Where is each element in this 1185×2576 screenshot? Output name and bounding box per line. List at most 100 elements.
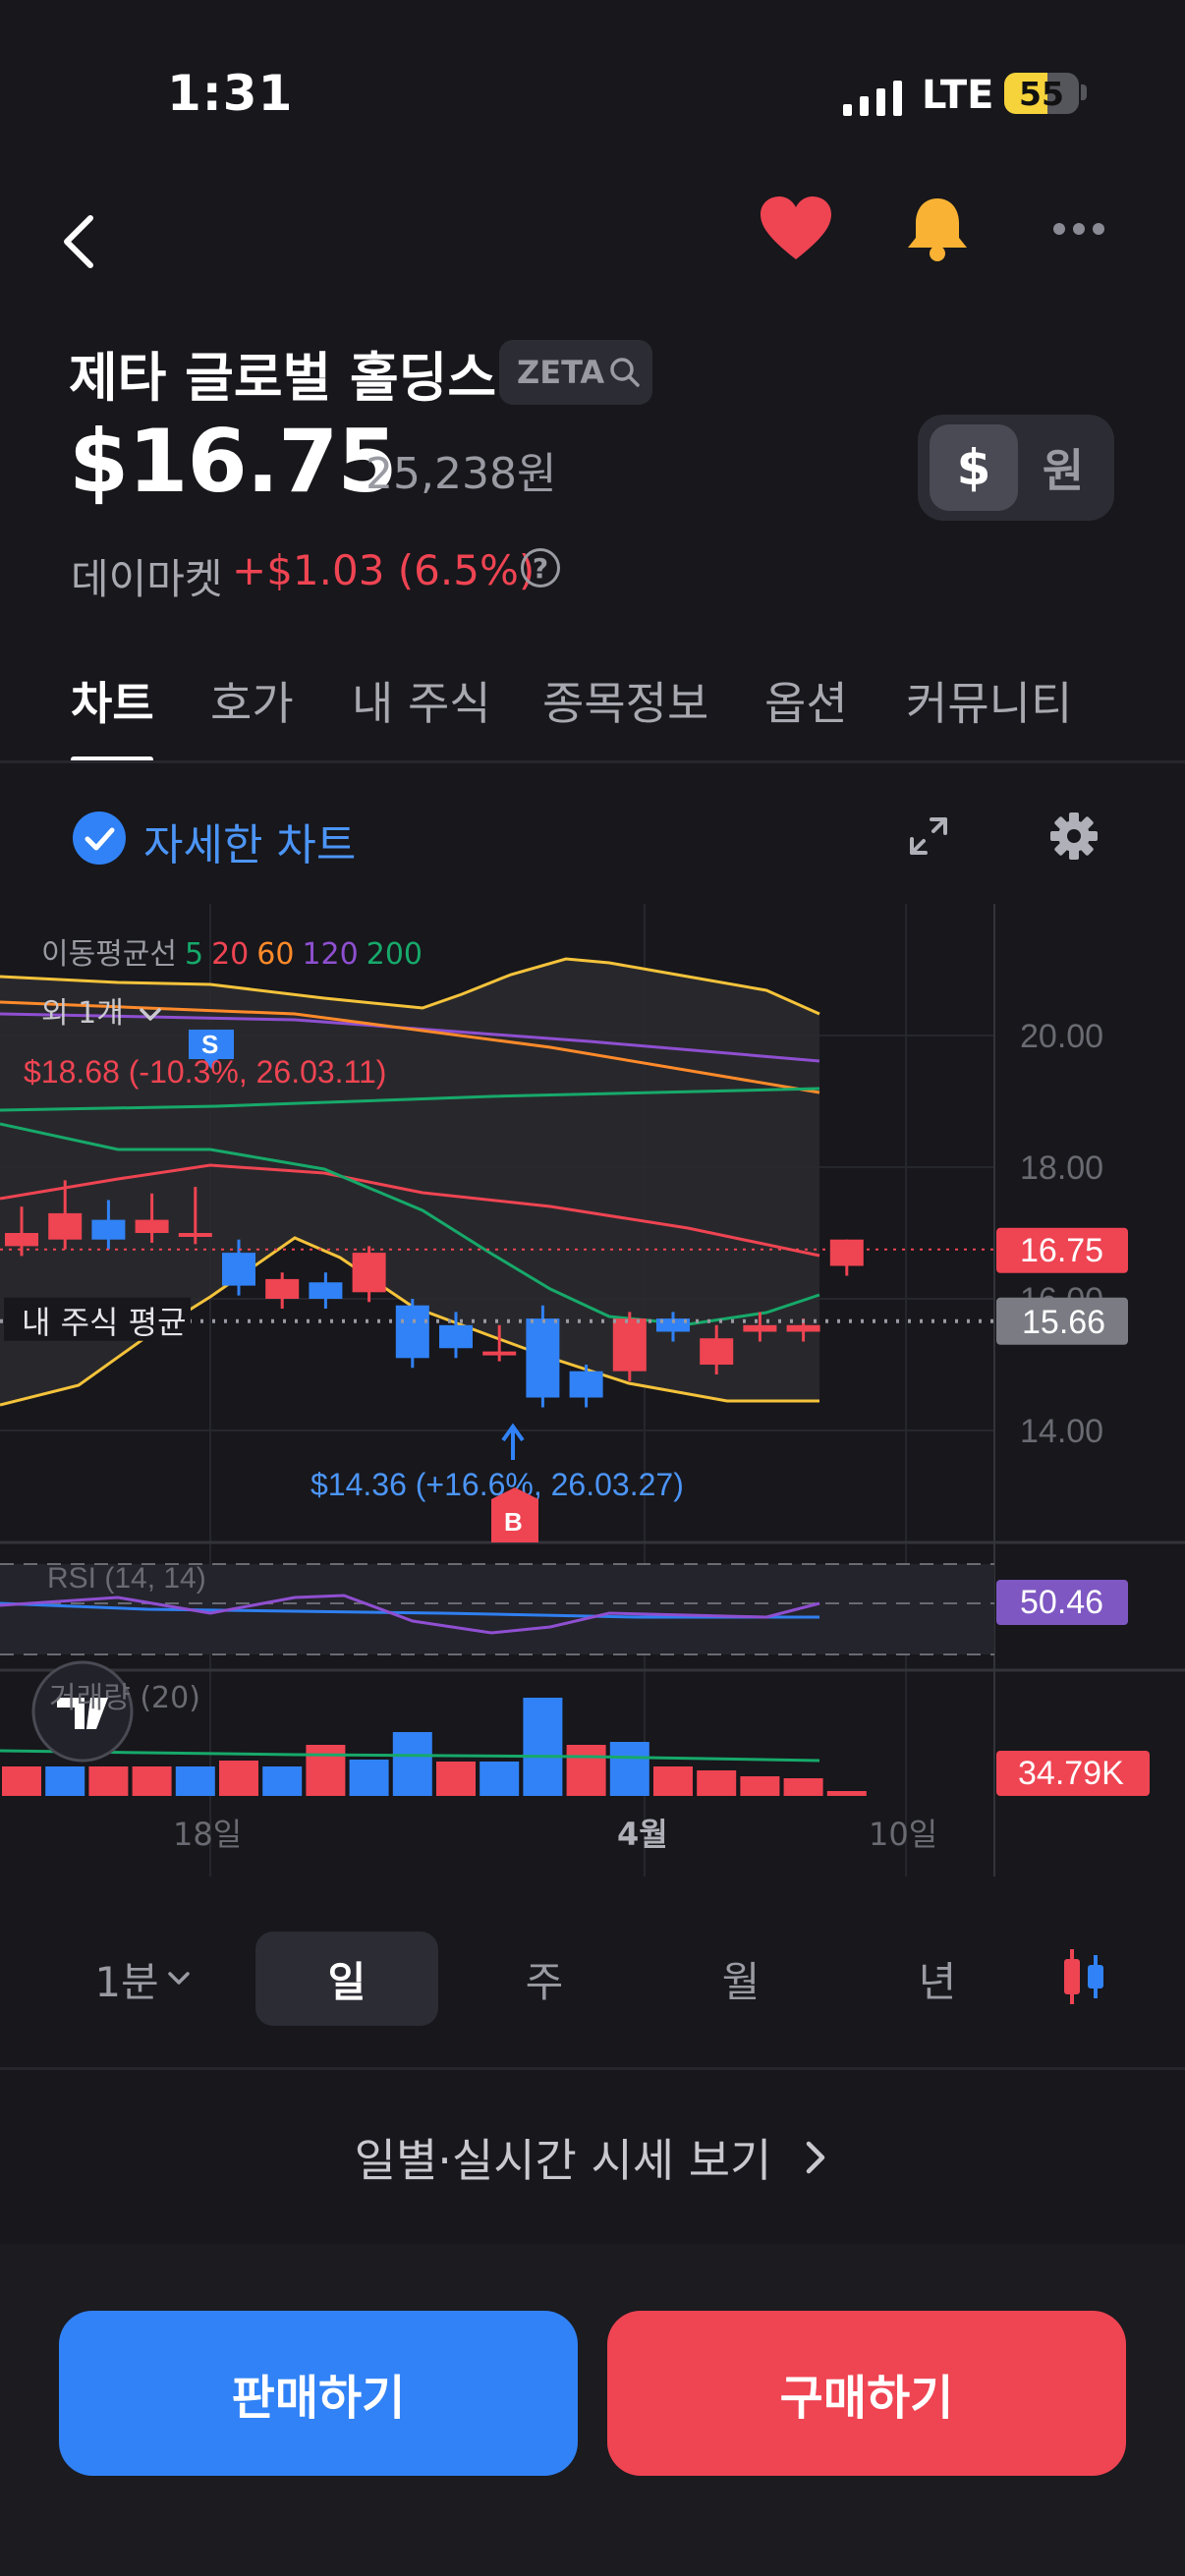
tab-stock-info[interactable]: 종목정보 [542, 677, 709, 730]
check-icon [85, 827, 115, 851]
buy-button[interactable]: 구매하기 [607, 2311, 1126, 2476]
avg-price-tag [996, 1297, 1128, 1345]
search-icon [610, 358, 640, 387]
daily-realtime-link[interactable]: 일별·실시간 시세 보기 [0, 2071, 1185, 2244]
detail-chart-label[interactable]: 자세한 차트 [143, 820, 357, 870]
candle-body [612, 1318, 647, 1372]
heart-icon[interactable] [759, 195, 833, 263]
period-month[interactable]: 월 [721, 1957, 761, 2006]
x-tick-label: 18일 [173, 1816, 242, 1853]
currency-krw-button[interactable]: 원 [1042, 444, 1085, 497]
detail-chart-checkbox[interactable] [73, 812, 126, 865]
candle-body [352, 1253, 386, 1293]
period-day[interactable]: 일 [255, 1932, 438, 2026]
ticker-label: ZETA [517, 354, 605, 391]
avg-price-label: 내 주식 평균 [22, 1304, 187, 1341]
volume-value: 34.79K [1018, 1755, 1124, 1792]
volume-bar [219, 1761, 258, 1796]
extra-indicators-label: 외 1개 [41, 996, 124, 1031]
candle-body [439, 1324, 473, 1349]
ma-120: 120 [302, 937, 359, 972]
volume-bar [45, 1766, 85, 1796]
ma-legend-label: 이동평균선 [41, 937, 177, 972]
expand-icon[interactable] [906, 813, 951, 859]
volume-label: 거래량 (20) [49, 1681, 200, 1715]
battery-tip [1081, 84, 1087, 100]
volume-bar [175, 1766, 215, 1796]
tab-orderbook[interactable]: 호가 [210, 677, 294, 730]
volume-bar [740, 1776, 780, 1796]
high-annotation: $18.68 (-10.3%, 26.03.11) [24, 1054, 386, 1090]
rsi-line [0, 1601, 819, 1619]
tab-community[interactable]: 커뮤니티 [906, 677, 1073, 730]
tradingview-mark [57, 1698, 108, 1729]
buy-marker [491, 1487, 538, 1542]
ma-5: 5 [185, 937, 204, 972]
y-tick-label: 18.00 [1020, 1149, 1103, 1187]
volume-bar [349, 1760, 389, 1796]
candle-body [569, 1371, 603, 1398]
period-week[interactable]: 주 [525, 1957, 564, 2006]
ma-60: 60 [256, 937, 295, 972]
back-icon[interactable] [59, 212, 98, 271]
ticker-search-button[interactable]: ZETA [499, 340, 652, 405]
current-price-tag [996, 1227, 1128, 1273]
tab-options[interactable]: 옵션 [764, 677, 848, 730]
x-tick-label: 4월 [617, 1816, 668, 1853]
candle-body [48, 1212, 83, 1240]
period-1min-dropdown[interactable]: 1분 [79, 1932, 206, 2026]
tab-chart[interactable]: 차트 [71, 677, 154, 730]
current-price-tag-label: 16.75 [1020, 1232, 1103, 1269]
rsi-value: 50.46 [1020, 1584, 1103, 1621]
extra-indicators-dropdown[interactable]: 외 1개 [41, 988, 162, 1032]
volume-bar [132, 1766, 172, 1796]
candle-body [526, 1318, 560, 1398]
tab-my-stock[interactable]: 내 주식 [352, 677, 491, 730]
candle-body [395, 1305, 429, 1359]
candle-type-icon[interactable] [1057, 1945, 1110, 2008]
x-tick-label: 10일 [869, 1816, 937, 1853]
rsi-value-tag [996, 1580, 1128, 1625]
sell-button[interactable]: 판매하기 [59, 2311, 578, 2476]
volume-bar [2, 1766, 41, 1796]
volume-bar [697, 1770, 737, 1796]
ma-legend[interactable]: 이동평균선 5 20 60 120 200 [41, 929, 430, 973]
volume-ma-line [0, 1749, 820, 1763]
candle-body [656, 1318, 690, 1332]
candle-body [786, 1324, 820, 1332]
active-tab-indicator [71, 756, 153, 762]
low-arrow [501, 1423, 525, 1442]
candle-body [829, 1239, 864, 1266]
y-tick-label: 20.00 [1020, 1018, 1103, 1055]
volume-bar [566, 1745, 606, 1796]
price-change: +$1.03 (6.5%) [232, 546, 536, 594]
battery-level: 55 [1019, 75, 1064, 113]
volume-bar [609, 1742, 649, 1796]
candle-body [700, 1338, 734, 1365]
stock-name: 제타 글로벌 홀딩스 [69, 347, 497, 409]
bell-icon[interactable] [904, 195, 971, 263]
market-label: 데이마켓 [71, 555, 223, 603]
buy-marker-label: B [504, 1507, 523, 1537]
band-fill [0, 959, 819, 1405]
volume-bar [88, 1766, 129, 1796]
current-price: $16.75 [69, 411, 398, 512]
volume-bar [783, 1778, 823, 1796]
chevron-down-icon [140, 1008, 162, 1021]
help-icon[interactable]: ? [521, 548, 560, 588]
more-icon[interactable] [1051, 221, 1106, 237]
candles [5, 1180, 864, 1408]
period-divider [0, 2067, 1185, 2070]
currency-usd-button[interactable]: $ [930, 424, 1018, 511]
y-tick-label: 14.00 [1020, 1413, 1103, 1450]
period-year[interactable]: 년 [918, 1957, 957, 2006]
ma-5-line [0, 1122, 820, 1326]
candle-body [309, 1282, 343, 1299]
ma-60-line [0, 1000, 820, 1094]
settings-gear-icon[interactable] [1049, 812, 1099, 861]
sell-marker [189, 1030, 234, 1069]
ma-20: 20 [211, 937, 250, 972]
signal-icon [843, 81, 902, 116]
